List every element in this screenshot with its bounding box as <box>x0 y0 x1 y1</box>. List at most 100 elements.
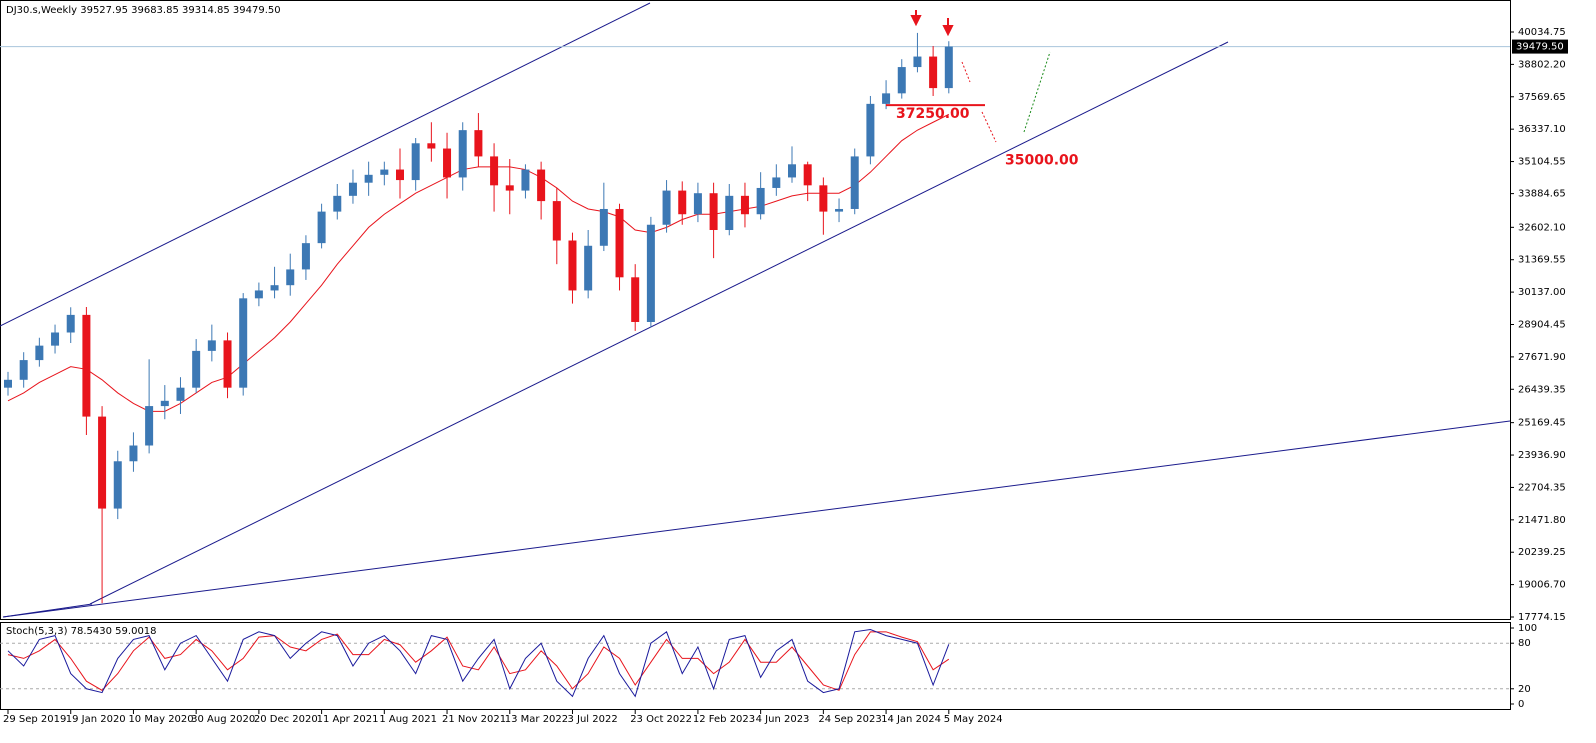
x-tick-label: 3 Jul 2022 <box>567 714 617 725</box>
candle-body <box>552 201 561 241</box>
current-price-box <box>1512 39 1568 54</box>
candle-body <box>396 169 404 181</box>
candle-body <box>615 208 624 278</box>
x-tick-label: 29 Sep 2019 <box>3 714 66 725</box>
candle-body <box>897 67 906 94</box>
x-tick-label: 20 Dec 2020 <box>254 714 318 725</box>
candle-body <box>756 187 765 215</box>
arrow <box>981 111 997 143</box>
candle-body <box>160 400 169 407</box>
candle-body <box>286 269 295 286</box>
candle-body <box>207 340 216 351</box>
osc-tick-label: 100 <box>1518 623 1537 634</box>
candle-body <box>145 406 154 446</box>
y-tick-label: 26439.35 <box>1518 384 1566 395</box>
trendline <box>2 603 93 618</box>
candle-body <box>333 195 342 212</box>
candle-body <box>411 143 420 181</box>
candle-body <box>929 56 938 89</box>
candle-body <box>348 182 357 196</box>
y-tick-label: 32602.10 <box>1518 222 1566 233</box>
candle-body <box>788 164 796 178</box>
y-tick-label: 23936.90 <box>1518 450 1566 461</box>
candle-body <box>51 332 60 346</box>
x-tick-label: 4 Jun 2023 <box>756 714 810 725</box>
trendlines <box>0 2 1511 618</box>
x-tick-label: 12 Feb 2023 <box>693 714 755 725</box>
candle-body <box>740 195 749 215</box>
candle-body <box>678 190 687 215</box>
candle-body <box>505 185 514 191</box>
oscillator-line <box>7 629 950 698</box>
trendline <box>89 41 1229 605</box>
x-tick-label: 23 Oct 2022 <box>630 714 692 725</box>
y-tick-label: 30137.00 <box>1518 287 1566 298</box>
oscillator-frame <box>0 622 1511 710</box>
candle-body <box>772 177 781 188</box>
arrow <box>942 18 954 37</box>
candle-body <box>474 130 483 157</box>
candle-body <box>176 387 185 401</box>
arrow <box>961 61 971 83</box>
candle-body <box>270 285 279 291</box>
main-frame <box>0 0 1511 620</box>
candle-body <box>913 56 922 68</box>
candle-body <box>490 156 499 186</box>
x-tick-label: 19 Jan 2020 <box>66 714 126 725</box>
candle-body <box>192 350 201 388</box>
candle-body <box>709 193 718 231</box>
candle-body <box>803 164 812 186</box>
candle-body <box>537 169 546 202</box>
candle-body <box>458 130 467 178</box>
candle-body <box>239 298 248 388</box>
y-tick-label: 33884.65 <box>1518 189 1566 200</box>
x-tick-label: 1 Aug 2021 <box>379 714 437 725</box>
candle-body <box>866 103 875 157</box>
candle-body <box>129 445 138 462</box>
candle-body <box>66 314 75 333</box>
x-tick-label: 30 Aug 2020 <box>191 714 255 725</box>
candle-body <box>427 143 436 149</box>
y-tick-label: 17774.15 <box>1518 612 1566 623</box>
x-tick-label: 10 May 2020 <box>128 714 193 725</box>
candle-body <box>631 277 640 322</box>
candle-body <box>98 416 107 509</box>
candle-body <box>882 93 891 104</box>
candle-body <box>380 169 389 175</box>
x-tick-label: 5 May 2024 <box>944 714 1003 725</box>
candle-body <box>599 208 608 246</box>
candle-body <box>568 240 577 291</box>
osc-tick-label: 80 <box>1518 638 1531 649</box>
osc-tick-label: 20 <box>1518 684 1531 695</box>
candle-body <box>819 185 828 212</box>
y-tick-label: 28904.45 <box>1518 319 1566 330</box>
arrow <box>910 10 922 27</box>
y-tick-label: 40034.75 <box>1518 27 1566 38</box>
y-tick-label: 36337.10 <box>1518 124 1566 135</box>
candle-body <box>301 243 310 270</box>
candle-body <box>254 290 263 299</box>
candle-body <box>944 46 953 89</box>
y-tick-label: 31369.55 <box>1518 255 1566 266</box>
x-tick-label: 24 Sep 2023 <box>818 714 881 725</box>
candle-body <box>584 245 593 291</box>
x-tick-label: 13 Mar 2022 <box>505 714 568 725</box>
candle-body <box>35 345 44 361</box>
trendline <box>0 2 651 327</box>
y-tick-label: 37569.65 <box>1518 92 1566 103</box>
y-tick-label: 38802.20 <box>1518 59 1566 70</box>
y-tick-label: 35104.55 <box>1518 157 1566 168</box>
oscillator-line <box>7 631 950 691</box>
y-tick-label: 21471.80 <box>1518 515 1566 526</box>
oscillator-title: Stoch(5,3,3) 78.5430 59.0018 <box>6 626 157 637</box>
candle-body <box>693 193 702 215</box>
x-tick-label: 21 Nov 2021 <box>442 714 506 725</box>
candle-body <box>662 190 671 225</box>
candle-body <box>113 461 122 509</box>
candle-body <box>317 211 326 244</box>
osc-tick-label: 0 <box>1518 699 1524 710</box>
candle-body <box>4 379 12 388</box>
trendline <box>2 420 1511 618</box>
arrow <box>1023 51 1051 133</box>
